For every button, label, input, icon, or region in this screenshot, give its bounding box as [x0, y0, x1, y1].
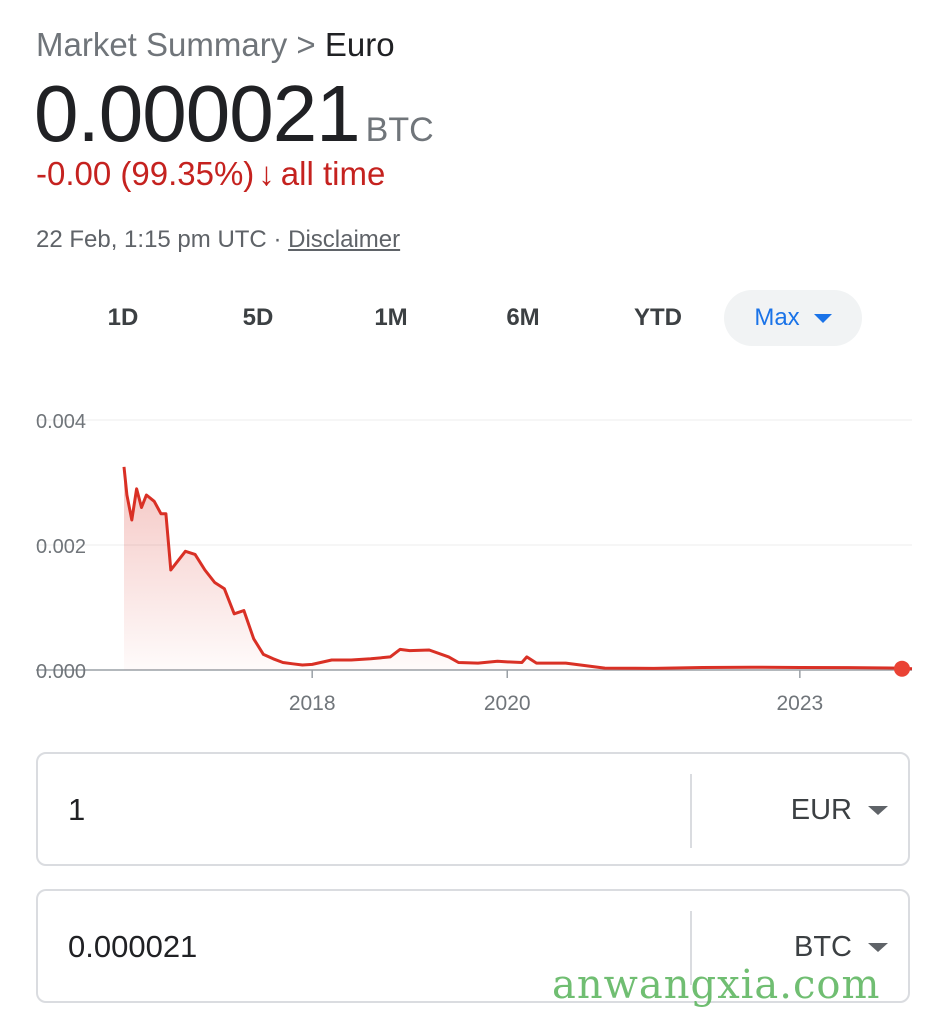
to-currency-select[interactable]: BTC: [794, 891, 888, 1003]
from-currency-label: EUR: [790, 794, 852, 826]
watermark: anwangxia.com: [552, 962, 881, 1008]
converter-to: 0.000021 BTC: [36, 889, 910, 1003]
timestamp: 22 Feb, 1:15 pm UTC: [36, 226, 267, 253]
x-tick-label: 2018: [289, 692, 336, 715]
dropdown-caret-icon: [813, 314, 832, 324]
x-tick-label: 2020: [484, 692, 531, 715]
series-area: [124, 466, 912, 670]
x-tick-label: 2023: [776, 692, 823, 715]
meta-row: 22 Feb, 1:15 pm UTC · Disclaimer: [36, 226, 400, 254]
breadcrumb-current: Euro: [324, 26, 395, 63]
y-tick-label: 0.004: [36, 411, 86, 433]
range-label: 6M: [506, 304, 540, 331]
range-5d[interactable]: 5D: [213, 290, 303, 346]
range-6m[interactable]: 6M: [478, 290, 568, 346]
dropdown-triangle-icon: [868, 942, 888, 952]
converter-divider: [690, 911, 692, 985]
price-row: 0.000021 BTC: [34, 68, 434, 160]
range-ytd[interactable]: YTD: [608, 290, 708, 346]
range-label: 1D: [107, 304, 139, 331]
down-arrow-icon: ↓: [258, 155, 275, 192]
range-label: 1M: [374, 304, 408, 331]
change-period: all time: [280, 155, 386, 192]
range-selector: 1D 5D 1M 6M YTD Max: [58, 290, 878, 346]
range-label: Max: [754, 304, 800, 331]
range-1d[interactable]: 1D: [78, 290, 168, 346]
disclaimer-link[interactable]: Disclaimer: [288, 226, 401, 253]
price-chart[interactable]: 0.000 0.002 0.004 2018 2020 2023: [0, 390, 948, 730]
y-tick-label: 0.000: [36, 661, 86, 683]
from-amount-input[interactable]: 1: [68, 792, 86, 827]
range-label: 5D: [242, 304, 274, 331]
converter-from: 1 EUR: [36, 752, 910, 866]
meta-separator: ·: [273, 226, 282, 253]
range-max[interactable]: Max: [724, 290, 862, 346]
breadcrumb-separator: >: [296, 26, 316, 63]
price-value: 0.000021: [34, 69, 361, 158]
dropdown-triangle-icon: [868, 805, 888, 815]
range-label: YTD: [634, 304, 682, 331]
to-currency-label: BTC: [794, 931, 852, 963]
from-currency-select[interactable]: EUR: [791, 754, 888, 866]
series-line: [122, 466, 913, 671]
to-amount-input[interactable]: 0.000021: [68, 929, 198, 964]
y-tick-label: 0.002: [36, 536, 86, 558]
converter-divider: [690, 774, 692, 848]
change-value: -0.00 (99.35%): [36, 155, 255, 192]
breadcrumb: Market Summary > Euro: [36, 26, 395, 64]
breadcrumb-parent[interactable]: Market Summary: [36, 26, 288, 63]
change-row: -0.00 (99.35%) ↓ all time: [36, 155, 385, 193]
range-1m[interactable]: 1M: [346, 290, 436, 346]
price-unit: BTC: [365, 111, 434, 149]
current-point-dot: [894, 660, 910, 677]
